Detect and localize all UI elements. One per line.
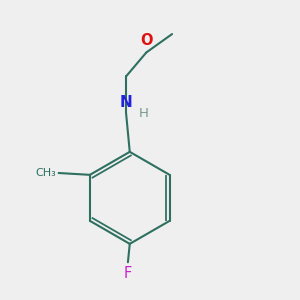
Text: O: O (140, 33, 153, 48)
Text: N: N (120, 95, 133, 110)
Text: CH₃: CH₃ (35, 168, 56, 178)
Text: H: H (139, 107, 149, 120)
Text: F: F (124, 266, 132, 281)
